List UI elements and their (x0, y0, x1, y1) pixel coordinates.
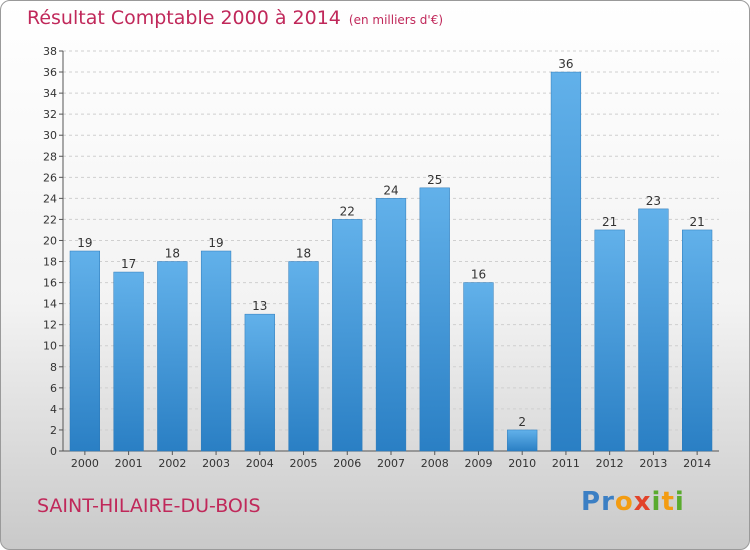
y-tick-label: 18 (43, 256, 57, 269)
bar (157, 261, 188, 452)
bar-value-label: 19 (208, 236, 223, 250)
logo-letter: t (661, 487, 675, 517)
y-tick-label: 26 (43, 171, 57, 184)
x-tick-label: 2012 (596, 457, 624, 470)
bar (682, 229, 713, 452)
bar (200, 250, 232, 452)
y-tick-label: 16 (43, 277, 57, 290)
y-tick-label: 2 (50, 424, 57, 437)
logo-letter: x (633, 487, 652, 517)
x-tick-label: 2006 (333, 457, 361, 470)
bar-value-label: 21 (689, 215, 704, 229)
chart-subtitle: (en milliers d'€) (348, 13, 444, 27)
x-tick-label: 2002 (158, 457, 186, 470)
bar-value-label: 17 (121, 257, 136, 271)
bar (507, 429, 538, 452)
logo-letter: o (614, 487, 634, 517)
bar (332, 219, 363, 452)
bar (463, 282, 494, 452)
x-tick-label: 2007 (377, 457, 405, 470)
bars: 19 17 18 19 13 18 22 24 25 16 2 36 21 23 21 (69, 57, 713, 452)
bar-value-label: 25 (427, 173, 442, 187)
bar (550, 71, 582, 452)
bar (288, 261, 319, 452)
y-tick-label: 8 (50, 361, 57, 374)
bar (69, 250, 100, 452)
place-name: SAINT-HILAIRE-DU-BOIS (37, 495, 261, 517)
y-tick-label: 36 (43, 66, 57, 79)
x-tick-label: 2003 (202, 457, 230, 470)
bar-value-label: 18 (296, 247, 311, 261)
x-tick-label: 2013 (639, 457, 667, 470)
x-tick-label: 2009 (464, 457, 492, 470)
y-tick-label: 6 (50, 382, 57, 395)
y-tick-label: 34 (43, 87, 57, 100)
bar (375, 198, 407, 452)
x-tick-label: 2014 (683, 457, 711, 470)
y-tick-label: 38 (43, 45, 57, 58)
bar (638, 208, 669, 452)
bar-value-label: 13 (252, 299, 267, 313)
bar (419, 187, 450, 452)
y-tick-label: 14 (43, 298, 57, 311)
chart-title: Résultat Comptable 2000 à 2014 (en millie… (27, 7, 443, 29)
bar-value-label: 21 (602, 215, 617, 229)
y-tick-label: 28 (43, 150, 57, 163)
y-tick-label: 24 (43, 192, 57, 205)
y-tick-label: 22 (43, 213, 57, 226)
logo-letter: r (601, 487, 615, 517)
x-tick-label: 2004 (246, 457, 274, 470)
bar-value-label: 18 (165, 247, 180, 261)
y-tick-label: 20 (43, 234, 57, 247)
logo-letter: P (581, 487, 602, 517)
bar-value-label: 16 (471, 268, 486, 282)
logo-letter: i (674, 487, 685, 517)
bar-value-label: 36 (558, 57, 573, 71)
y-tick-label: 32 (43, 108, 57, 121)
x-tick-label: 2001 (115, 457, 143, 470)
y-tick-label: 30 (43, 129, 57, 142)
y-tick-label: 4 (50, 403, 57, 416)
bar (244, 313, 275, 452)
x-tick-label: 2010 (508, 457, 536, 470)
x-tick-label: 2000 (71, 457, 99, 470)
bar-value-label: 24 (383, 183, 398, 197)
x-tick-label: 2005 (290, 457, 318, 470)
y-tick-label: 10 (43, 340, 57, 353)
x-tick-label: 2011 (552, 457, 580, 470)
chart-title-text: Résultat Comptable 2000 à 2014 (27, 7, 341, 29)
bar (113, 271, 144, 452)
bar-value-label: 19 (77, 236, 92, 250)
logo-letter: i (651, 487, 662, 517)
y-tick-label: 12 (43, 319, 57, 332)
bar-value-label: 23 (646, 194, 661, 208)
y-tick-label: 0 (50, 445, 57, 458)
bar (594, 229, 625, 452)
bar-value-label: 2 (518, 415, 526, 429)
x-tick-label: 2008 (421, 457, 449, 470)
bar-value-label: 22 (340, 204, 355, 218)
proxiti-logo: Proxiti (581, 487, 685, 517)
